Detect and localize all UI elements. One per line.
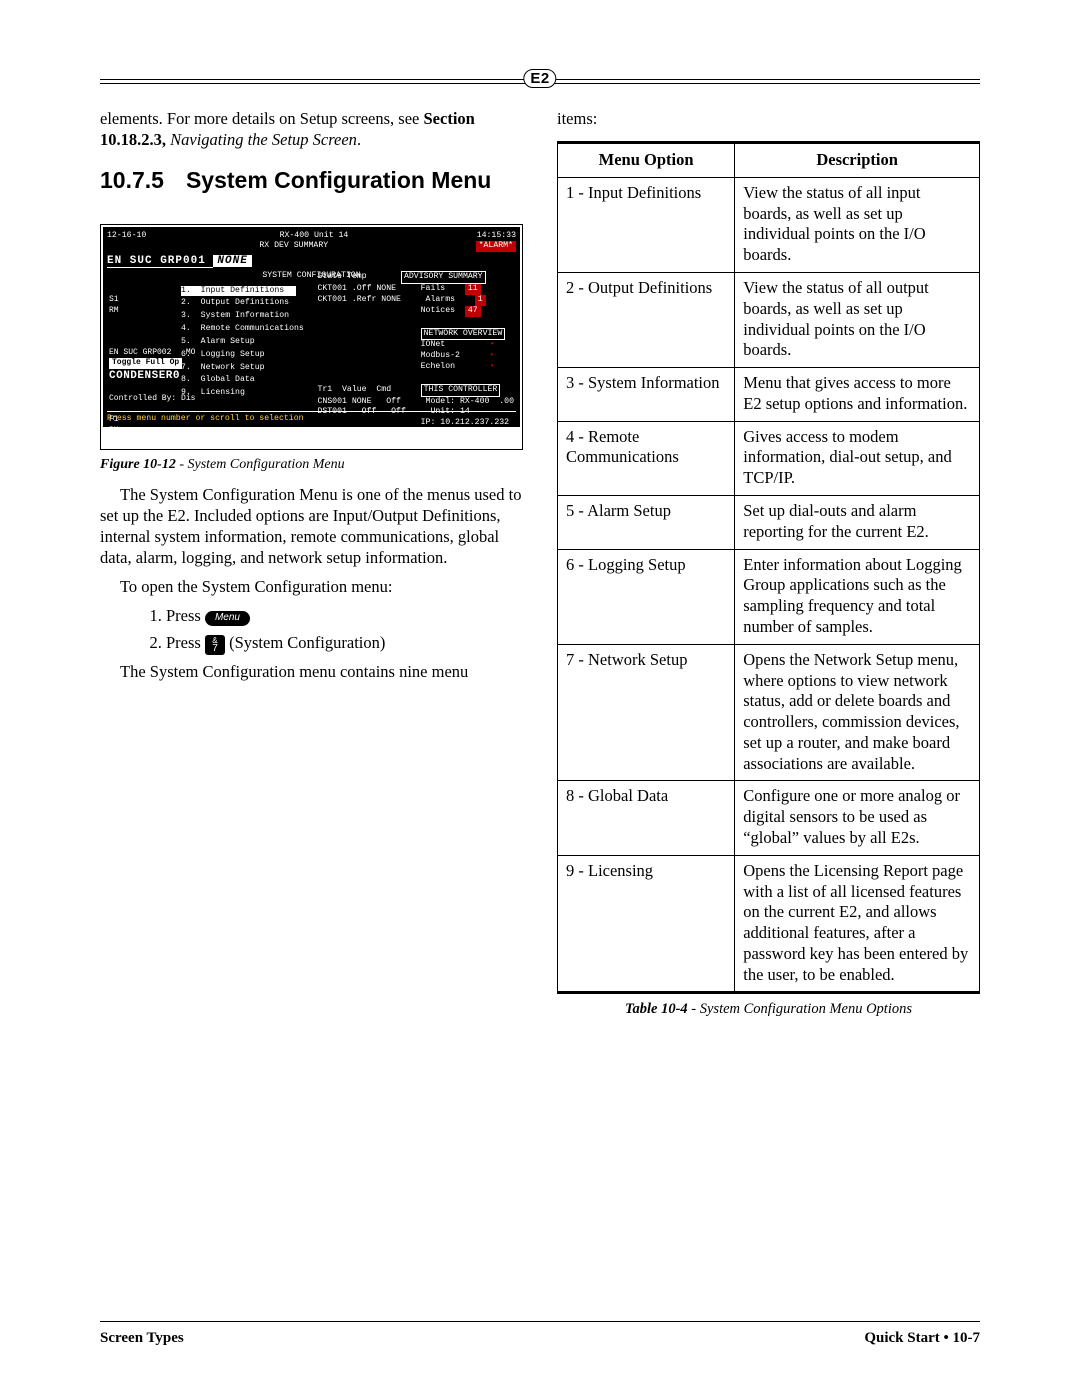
menu-key-icon: Menu: [205, 611, 250, 626]
table-caption: Table 10-4 - System Configuration Menu O…: [557, 1000, 980, 1019]
page-footer: Screen Types Quick Start • 10-7: [100, 1321, 980, 1347]
cell-opt: 4 - Remote Communications: [558, 421, 735, 495]
footer-right: Quick Start • 10-7: [864, 1330, 980, 1347]
term-alarm-badge: *ALARM*: [476, 241, 516, 252]
cell-desc: Opens the Network Setup menu, where opti…: [735, 644, 980, 781]
logo: E2: [523, 69, 556, 88]
term-hdr: EN SUC GRP001: [107, 255, 213, 268]
fig-label-b: Figure 10-12: [100, 457, 176, 472]
term-bottom-white: [103, 427, 520, 447]
table-row: 4 - Remote CommunicationsGives access to…: [558, 421, 980, 495]
cell-opt: 6 - Logging Setup: [558, 549, 735, 644]
step2-pre: Press: [166, 633, 205, 652]
footer-right-a: Quick Start: [864, 1330, 939, 1346]
th-option: Menu Option: [558, 143, 735, 178]
cell-opt: 7 - Network Setup: [558, 644, 735, 781]
term-title1: RX-400 Unit 14: [280, 231, 349, 242]
step-1: Press Menu: [166, 605, 523, 626]
left-column: elements. For more details on Setup scre…: [100, 108, 523, 1019]
right-column: items: Menu Option Description 1 - Input…: [557, 108, 980, 1019]
table-row: 5 - Alarm SetupSet up dial-outs and alar…: [558, 496, 980, 550]
seven-key-icon: &7: [205, 635, 225, 655]
table-row: 9 - LicensingOpens the Licensing Report …: [558, 855, 980, 993]
cell-opt: 2 - Output Definitions: [558, 273, 735, 368]
para-1: The System Configuration Menu is one of …: [100, 484, 523, 568]
table-row: 1 - Input DefinitionsView the status of …: [558, 177, 980, 272]
cell-opt: 8 - Global Data: [558, 781, 735, 855]
header-rule: E2: [100, 70, 980, 90]
table-row: 8 - Global DataConfigure one or more ana…: [558, 781, 980, 855]
th-desc: Description: [735, 143, 980, 178]
terminal-screen: 12-16-10 RX-400 Unit 14 14:15:33 RX DEV …: [103, 227, 520, 447]
cell-desc: Configure one or more analog or digital …: [735, 781, 980, 855]
right-lead: items:: [557, 108, 980, 129]
options-table: Menu Option Description 1 - Input Defini…: [557, 141, 980, 994]
intro-italic: Navigating the Setup Screen: [166, 130, 357, 149]
figure-caption: Figure 10-12 - System Configuration Menu: [100, 456, 523, 474]
cell-opt: 3 - System Information: [558, 368, 735, 422]
footer-left: Screen Types: [100, 1330, 184, 1347]
term-menu-1: 1. Input Definitions: [181, 286, 296, 297]
term-hdr-none: NONE: [213, 255, 251, 267]
cell-desc: Opens the Licensing Report page with a l…: [735, 855, 980, 993]
table-row: 7 - Network SetupOpens the Network Setup…: [558, 644, 980, 781]
cell-opt: 9 - Licensing: [558, 855, 735, 993]
table-row: 2 - Output DefinitionsView the status of…: [558, 273, 980, 368]
step2-post: (System Configuration): [225, 633, 385, 652]
para-2: To open the System Configuration menu:: [100, 576, 523, 597]
step1-pre: Press: [166, 606, 205, 625]
intro-post: .: [357, 130, 361, 149]
cell-desc: Gives access to modem information, dial-…: [735, 421, 980, 495]
cell-desc: Menu that gives access to more E2 setup …: [735, 368, 980, 422]
table-row: 3 - System InformationMenu that gives ac…: [558, 368, 980, 422]
para-3: The System Configuration menu contains n…: [100, 661, 523, 682]
cell-desc: Enter information about Logging Group ap…: [735, 549, 980, 644]
term-prompt: Press menu number or scroll to selection: [107, 411, 516, 425]
cell-opt: 5 - Alarm Setup: [558, 496, 735, 550]
step-2: Press &7 (System Configuration): [166, 632, 523, 655]
term-title2: RX DEV SUMMARY: [259, 241, 328, 252]
tbl-label-b: Table 10-4: [625, 1001, 688, 1017]
term-clock: 14:15:33: [477, 231, 516, 242]
cell-desc: View the status of all input boards, as …: [735, 177, 980, 272]
cell-desc: View the status of all output boards, as…: [735, 273, 980, 368]
section-heading: 10.7.5 System Configuration Menu: [100, 166, 523, 195]
tbl-label-i: - System Configuration Menu Options: [688, 1001, 912, 1017]
heading-text: System Configuration Menu: [186, 167, 491, 193]
table-row: 6 - Logging SetupEnter information about…: [558, 549, 980, 644]
figure-terminal: 12-16-10 RX-400 Unit 14 14:15:33 RX DEV …: [100, 224, 523, 450]
intro-para: elements. For more details on Setup scre…: [100, 108, 523, 150]
cell-opt: 1 - Input Definitions: [558, 177, 735, 272]
heading-number: 10.7.5: [100, 167, 164, 193]
cell-desc: Set up dial-outs and alarm reporting for…: [735, 496, 980, 550]
intro-pre: elements. For more details on Setup scre…: [100, 109, 424, 128]
fig-label-i: - System Configuration Menu: [176, 457, 345, 472]
steps-list: Press Menu Press &7 (System Configuratio…: [126, 605, 523, 655]
footer-right-b: • 10-7: [940, 1330, 980, 1346]
term-date: 12-16-10: [107, 231, 151, 242]
